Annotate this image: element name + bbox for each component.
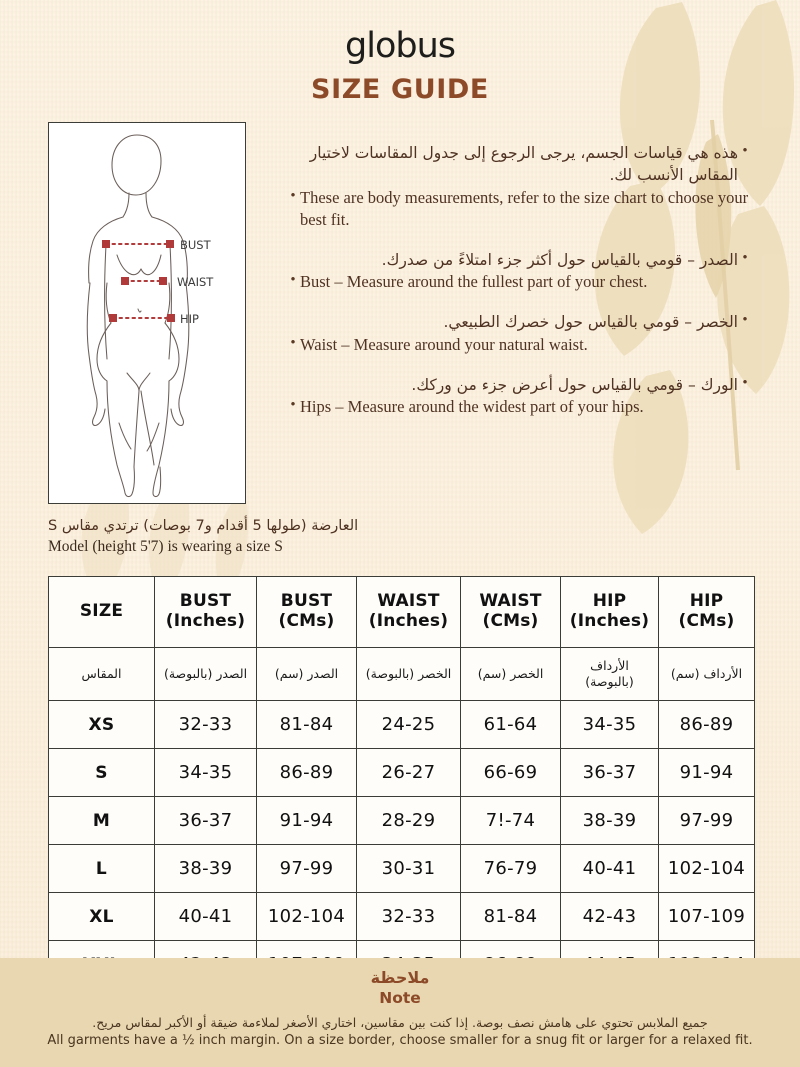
instruction-ar-2: • الخصر – قومي بالقياس حول خصرك الطبيعي. [286,311,752,333]
instruction-group-general: • هذه هي قياسات الجسم، يرجى الرجوع إلى ج… [286,142,752,231]
note-title-en: Note [379,989,421,1007]
bullet-dot-icon: • [742,312,748,329]
table-header-row-en: SIZE BUST (Inches) BUST (CMs) WAIST (Inc… [48,576,755,648]
cell-waist-cm: 66-69 [460,748,561,797]
bullet-dot-icon: • [742,249,748,266]
figure-label-waist: WAIST [177,275,214,289]
th-ar-bust-cms: الصدر (سم) [256,647,357,701]
cell-size: M [48,796,155,845]
cell-waist-cm: 7!-74 [460,796,561,845]
table-row: S 34-35 86-89 26-27 66-69 36-37 91-94 [48,748,755,797]
instruction-en-3: • Hips – Measure around the widest part … [286,396,752,418]
note-band: ملاحظة Note جميع الملابس تحتوي على هامش … [0,958,800,1067]
cell-bust-in: 32-33 [154,700,257,749]
cell-bust-in: 38-39 [154,844,257,893]
size-chart-table-wrapper: SIZE BUST (Inches) BUST (CMs) WAIST (Inc… [48,576,755,989]
th-size: SIZE [48,576,155,648]
page-title: SIZE GUIDE [311,74,489,105]
note-title-ar: ملاحظة [370,968,430,987]
instruction-en-0: • These are body measurements, refer to … [286,187,752,231]
cell-size: XL [48,892,155,941]
table-row: XL 40-41 102-104 32-33 81-84 42-43 107-1… [48,892,755,941]
cell-bust-cm: 86-89 [256,748,357,797]
bullet-dot-icon: • [290,272,296,289]
table-row: M 36-37 91-94 28-29 7!-74 38-39 97-99 [48,796,755,845]
cell-hip-cm: 102-104 [658,844,755,893]
cell-bust-in: 40-41 [154,892,257,941]
th-hip-inches: HIP (Inches) [560,576,659,648]
instruction-ar-3: • الورك – قومي بالقياس حول أعرض جزء من و… [286,374,752,396]
bullet-dot-icon: • [742,143,748,159]
cell-hip-cm: 91-94 [658,748,755,797]
model-note-ar: العارضة (طولها 5 أقدام و7 بوصات) ترتدي م… [48,518,359,534]
instruction-en-2: • Waist – Measure around your natural wa… [286,334,752,356]
size-chart-table: SIZE BUST (Inches) BUST (CMs) WAIST (Inc… [48,576,755,989]
cell-waist-cm: 61-64 [460,700,561,749]
cell-waist-in: 32-33 [356,892,461,941]
instruction-ar-1: • الصدر – قومي بالقياس حول أكثر جزء امتل… [286,249,752,271]
cell-bust-cm: 81-84 [256,700,357,749]
table-row: XS 32-33 81-84 24-25 61-64 34-35 86-89 [48,700,755,749]
figure-label-bust: BUST [180,238,212,252]
measurement-instructions: • هذه هي قياسات الجسم، يرجى الرجوع إلى ج… [286,142,752,436]
model-note-en: Model (height 5'7) is wearing a size S [48,538,283,556]
th-waist-cms: WAIST (CMs) [460,576,561,648]
body-measurement-illustration: BUST WAIST HIP [48,122,246,504]
th-bust-cms: BUST (CMs) [256,576,357,648]
instruction-group-waist: • الخصر – قومي بالقياس حول خصرك الطبيعي.… [286,311,752,355]
cell-hip-cm: 107-109 [658,892,755,941]
table-header-row-ar: المقاس الصدر (بالبوصة) الصدر (سم) الخصر … [48,647,755,701]
cell-hip-in: 36-37 [560,748,659,797]
th-ar-hip-inches: الأرداف (بالبوصة) [560,647,659,701]
cell-size: L [48,844,155,893]
th-waist-inches: WAIST (Inches) [356,576,461,648]
cell-hip-in: 34-35 [560,700,659,749]
cell-waist-in: 28-29 [356,796,461,845]
cell-waist-in: 24-25 [356,700,461,749]
instruction-group-bust: • الصدر – قومي بالقياس حول أكثر جزء امتل… [286,249,752,293]
th-ar-waist-cms: الخصر (سم) [460,647,561,701]
bullet-dot-icon: • [290,397,296,414]
cell-size: XS [48,700,155,749]
cell-waist-in: 26-27 [356,748,461,797]
note-body-ar: جميع الملابس تحتوي على هامش نصف بوصة. إذ… [92,1015,708,1030]
cell-waist-in: 30-31 [356,844,461,893]
bullet-dot-icon: • [742,374,748,391]
instruction-en-1: • Bust – Measure around the fullest part… [286,271,752,293]
bullet-dot-icon: • [290,334,296,351]
bullet-dot-icon: • [290,187,296,204]
cell-hip-cm: 86-89 [658,700,755,749]
figure-label-hip: HIP [180,312,199,326]
model-height-note: العارضة (طولها 5 أقدام و7 بوصات) ترتدي م… [48,516,468,558]
cell-bust-cm: 91-94 [256,796,357,845]
cell-waist-cm: 76-79 [460,844,561,893]
cell-hip-in: 38-39 [560,796,659,845]
cell-hip-in: 40-41 [560,844,659,893]
table-row: L 38-39 97-99 30-31 76-79 40-41 102-104 [48,844,755,893]
cell-bust-cm: 97-99 [256,844,357,893]
cell-bust-cm: 102-104 [256,892,357,941]
brand-logo: globus [345,26,456,66]
cell-hip-cm: 97-99 [658,796,755,845]
instruction-ar-0: • هذه هي قياسات الجسم، يرجى الرجوع إلى ج… [286,142,752,187]
cell-size: S [48,748,155,797]
cell-hip-in: 42-43 [560,892,659,941]
cell-bust-in: 34-35 [154,748,257,797]
th-ar-size: المقاس [48,647,155,701]
th-ar-bust-inches: الصدر (بالبوصة) [154,647,257,701]
cell-waist-cm: 81-84 [460,892,561,941]
cell-bust-in: 36-37 [154,796,257,845]
th-bust-inches: BUST (Inches) [154,576,257,648]
th-ar-hip-cms: الأرداف (سم) [658,647,755,701]
th-ar-waist-inches: الخصر (بالبوصة) [356,647,461,701]
note-body-en: All garments have a ½ inch margin. On a … [47,1033,753,1048]
th-hip-cms: HIP (CMs) [658,576,755,648]
instruction-group-hips: • الورك – قومي بالقياس حول أعرض جزء من و… [286,374,752,418]
